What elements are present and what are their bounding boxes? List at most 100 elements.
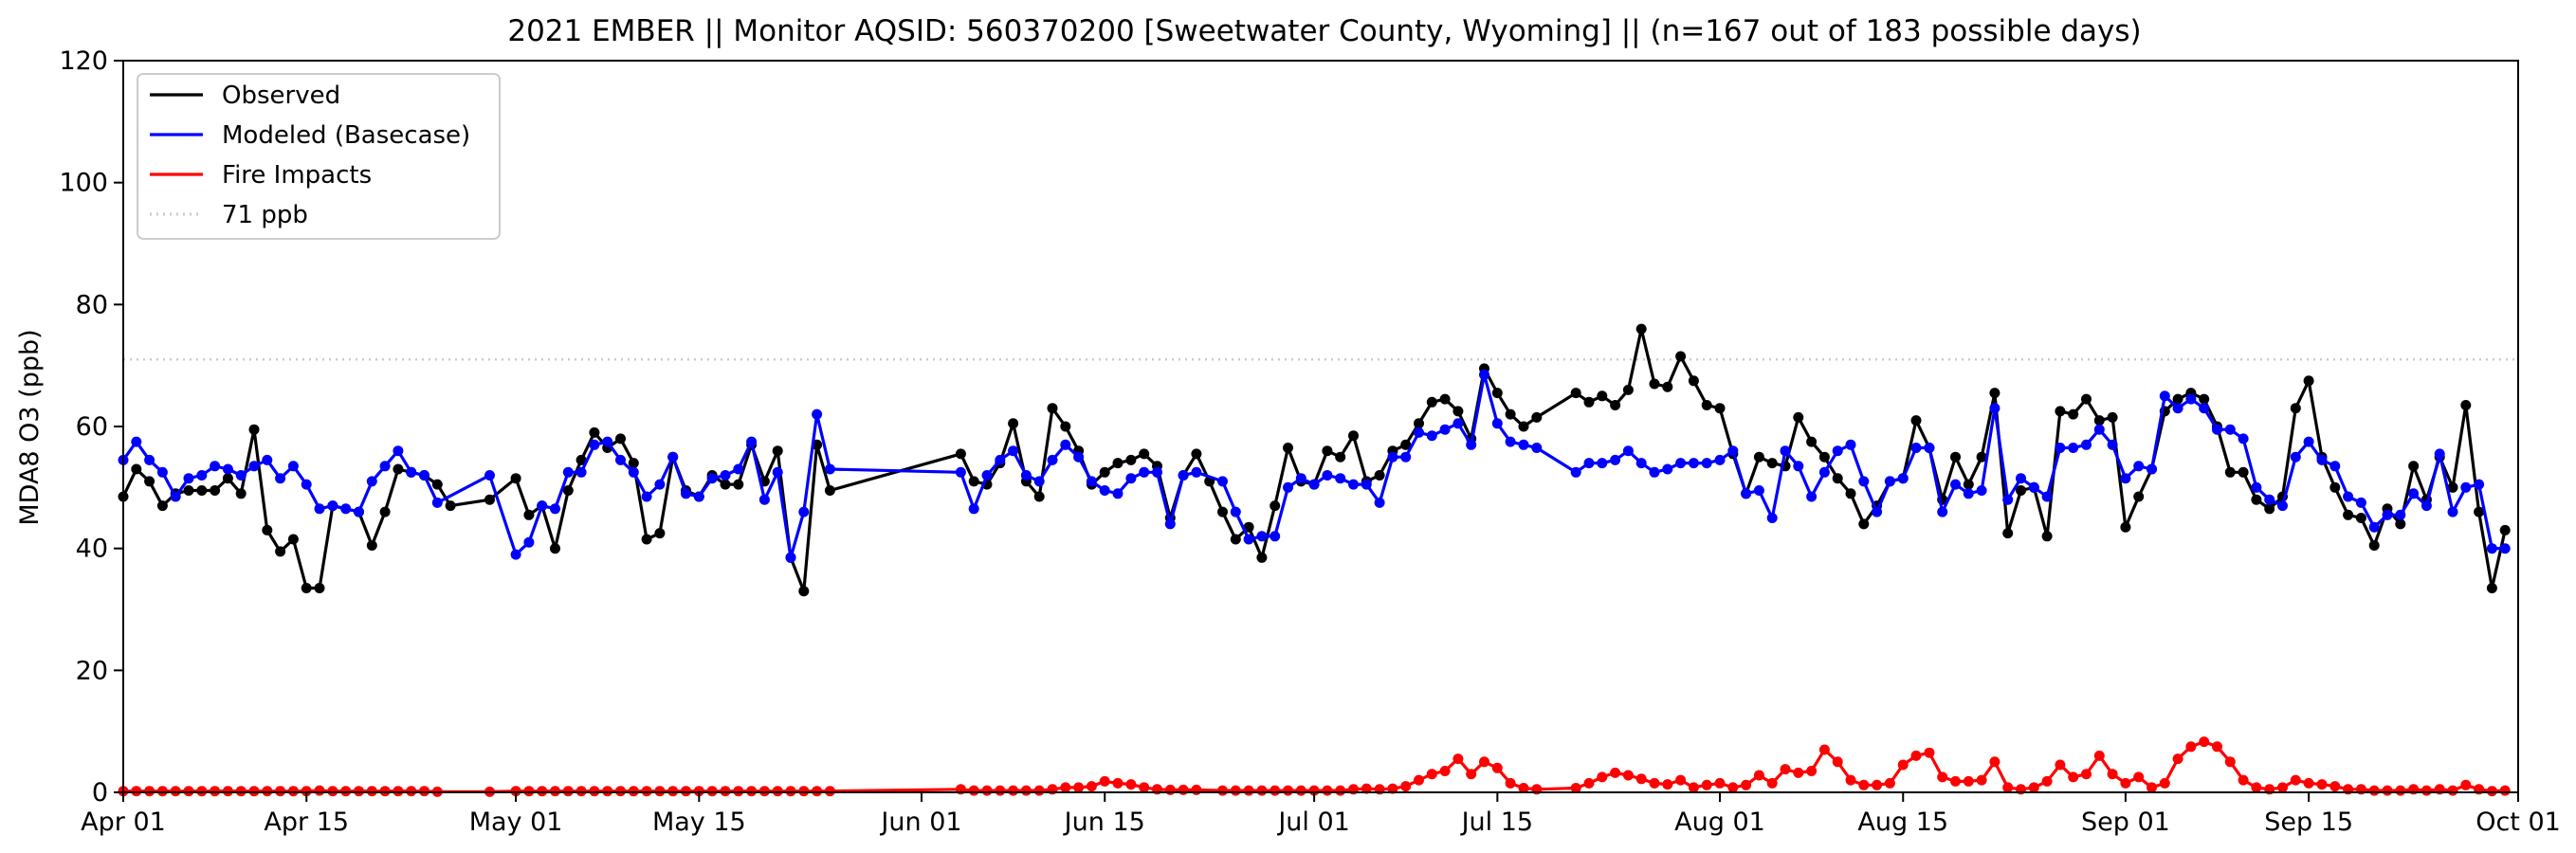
- data-point: [2408, 488, 2420, 499]
- data-point: [2172, 393, 2183, 405]
- data-point: [419, 470, 429, 481]
- data-point: [2159, 390, 2170, 402]
- data-point: [1008, 418, 1019, 429]
- data-point: [2486, 543, 2497, 554]
- data-point: [1753, 770, 1764, 781]
- data-point: [2120, 473, 2131, 484]
- data-point: [1335, 451, 1346, 463]
- data-point: [968, 785, 979, 796]
- data-point: [2303, 375, 2314, 387]
- data-point: [2055, 443, 2066, 453]
- data-point: [1295, 473, 1306, 484]
- data-point: [2238, 433, 2249, 445]
- data-point: [2055, 406, 2066, 417]
- data-point: [589, 426, 600, 438]
- data-point: [1374, 497, 1385, 508]
- data-point: [1649, 466, 1660, 478]
- data-point: [1793, 767, 1804, 778]
- legend: Observed Modeled (Basecase) Fire Impacts 71…: [137, 73, 501, 240]
- data-point: [2499, 543, 2511, 554]
- data-point: [1020, 785, 1032, 796]
- data-point: [1818, 744, 1830, 755]
- data-point: [2329, 781, 2341, 792]
- data-point: [2447, 785, 2458, 796]
- data-point: [262, 524, 273, 535]
- x-tick-label: Aug 15: [1857, 808, 1948, 837]
- data-point: [1858, 779, 1870, 790]
- data-point: [758, 494, 770, 505]
- data-point: [2238, 774, 2249, 786]
- data-point: [1570, 783, 1581, 793]
- x-tick-label: May 15: [652, 808, 746, 837]
- y-axis-label: MDA8 O3 (ppb): [15, 329, 45, 525]
- data-point: [1635, 773, 1647, 785]
- data-point: [2199, 736, 2210, 748]
- data-point: [1910, 415, 1922, 426]
- data-point: [798, 586, 810, 597]
- data-point: [1505, 436, 1516, 447]
- data-point: [431, 497, 443, 508]
- data-point: [1806, 436, 1818, 447]
- data-point: [340, 786, 352, 797]
- data-point: [196, 470, 208, 481]
- data-point: [1152, 466, 1162, 478]
- data-point: [2264, 494, 2275, 505]
- data-point: [2277, 782, 2288, 793]
- data-point: [1714, 403, 1726, 414]
- data-point: [1452, 753, 1464, 765]
- data-point: [667, 786, 679, 797]
- x-tick-label: Aug 01: [1674, 808, 1765, 837]
- data-point: [2421, 785, 2432, 796]
- data-point: [2316, 779, 2328, 790]
- data-point: [1963, 479, 1974, 490]
- data-point: [1872, 506, 1883, 517]
- data-point: [1283, 443, 1293, 453]
- data-point: [2093, 415, 2105, 426]
- data-point: [2055, 759, 2066, 771]
- data-point: [812, 786, 823, 797]
- data-point: [1583, 458, 1595, 469]
- data-point: [1060, 782, 1071, 793]
- data-point: [733, 786, 744, 797]
- data-point: [1361, 479, 1372, 490]
- data-point: [1610, 454, 1621, 465]
- data-point: [2041, 491, 2053, 502]
- y-tick-label: 120: [59, 46, 108, 76]
- data-point: [235, 786, 247, 797]
- y-tick-label: 20: [76, 656, 108, 685]
- data-point: [2041, 775, 2053, 787]
- data-point: [1452, 406, 1464, 417]
- data-point: [1766, 458, 1778, 469]
- data-point: [562, 466, 574, 478]
- data-point: [1125, 454, 1137, 465]
- data-point: [1858, 518, 1870, 530]
- data-point: [1164, 518, 1176, 530]
- data-point: [1780, 445, 1791, 457]
- data-point: [798, 786, 810, 797]
- data-point: [615, 786, 626, 797]
- data-point: [1531, 411, 1543, 423]
- data-point: [1505, 777, 1516, 789]
- data-point: [1008, 445, 1019, 457]
- data-point: [2147, 463, 2157, 475]
- data-point: [1243, 521, 1254, 533]
- data-point: [275, 546, 286, 557]
- data-point: [2093, 750, 2105, 761]
- data-point: [550, 543, 560, 554]
- data-point: [1727, 445, 1739, 457]
- data-point: [2329, 481, 2341, 493]
- data-point: [733, 479, 744, 490]
- data-point: [406, 786, 417, 797]
- data-point: [1008, 785, 1019, 796]
- data-point: [183, 786, 194, 797]
- data-point: [1937, 771, 1948, 783]
- data-point: [602, 786, 613, 797]
- data-point: [981, 470, 993, 481]
- data-point: [824, 485, 835, 496]
- data-point: [1570, 466, 1581, 478]
- data-point: [1491, 418, 1503, 429]
- data-point: [1597, 458, 1608, 469]
- data-point: [1505, 408, 1516, 420]
- data-point: [1858, 476, 1870, 487]
- data-point: [2068, 443, 2079, 453]
